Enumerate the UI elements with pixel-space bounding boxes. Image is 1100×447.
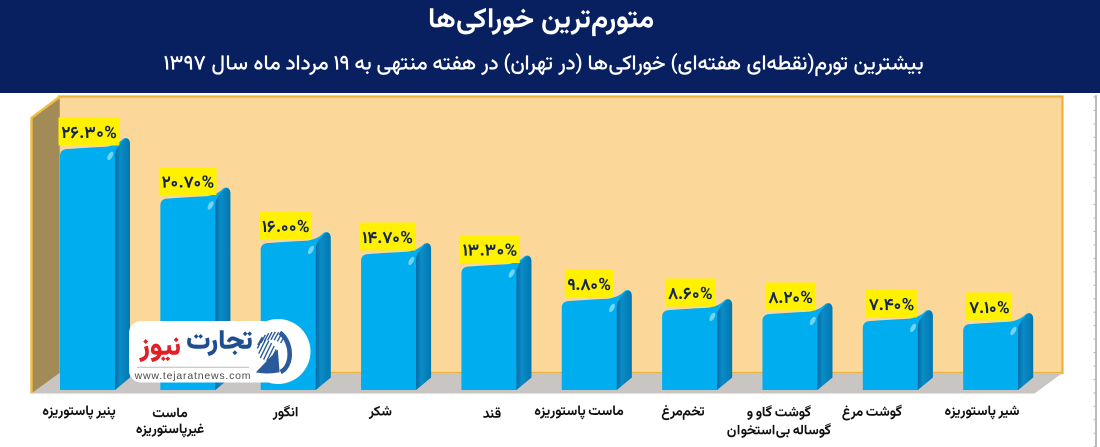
svg-text:www.tejaratnews.com: www.tejaratnews.com: [134, 370, 252, 382]
